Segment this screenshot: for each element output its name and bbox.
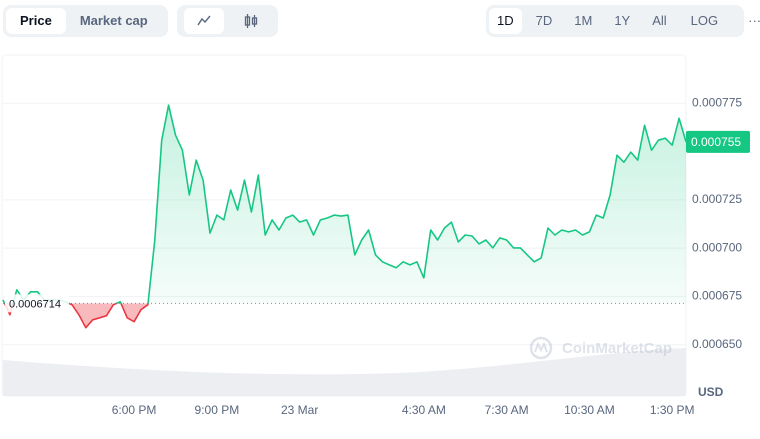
candle-chart-button[interactable] xyxy=(231,8,271,34)
x-tick-label: 7:30 AM xyxy=(485,403,529,417)
range-button[interactable]: 7D xyxy=(535,13,553,28)
more-button[interactable]: ··· xyxy=(748,13,760,28)
x-tick-label: 1:30 PM xyxy=(650,403,695,417)
y-tick-label: 0.000725 xyxy=(692,192,742,206)
price-tag xyxy=(686,130,750,153)
watermark-text: CoinMarketCap xyxy=(562,340,672,357)
line-icon xyxy=(197,15,211,26)
baseline-label: 0.0006714 xyxy=(9,298,61,310)
x-tick-label: 9:00 PM xyxy=(195,403,240,417)
tab[interactable]: Market cap xyxy=(79,13,148,28)
candle-icon xyxy=(245,14,258,28)
range-button[interactable]: 1Y xyxy=(614,13,631,28)
volume-area xyxy=(3,348,686,396)
price-line xyxy=(2,104,687,329)
y-tick-label: 0.000675 xyxy=(692,289,742,303)
range-button[interactable]: All xyxy=(652,13,667,28)
x-tick-label: 23 Mar xyxy=(281,403,318,417)
y-tick-label: 0.000700 xyxy=(692,240,742,254)
watermark: CoinMarketCap xyxy=(529,336,672,360)
currency-label: USD xyxy=(698,385,724,399)
range-button[interactable]: 1M xyxy=(574,13,593,28)
x-tick-label: 4:30 AM xyxy=(402,403,446,417)
chart-type-group xyxy=(177,5,278,37)
line-chart-button[interactable] xyxy=(183,8,224,34)
y-tick-label: 0.000650 xyxy=(692,337,742,351)
x-tick-label: 10:30 AM xyxy=(564,403,615,417)
y-tick-label: 0.000775 xyxy=(692,95,742,109)
tab-group: Price Market cap xyxy=(3,5,168,37)
price-tag-label: 0.000755 xyxy=(691,135,741,149)
area-fill xyxy=(3,105,686,328)
plot-frame xyxy=(1,54,687,397)
tab[interactable]: Price xyxy=(6,8,66,34)
range-group: 1D 7D 1M 1Y All LOG ··· xyxy=(486,5,760,37)
baseline-label-bg xyxy=(5,294,69,313)
log-button[interactable]: LOG xyxy=(690,13,719,28)
range-button[interactable]: 1D xyxy=(489,8,522,34)
x-tick-label: 6:00 PM xyxy=(112,403,157,417)
